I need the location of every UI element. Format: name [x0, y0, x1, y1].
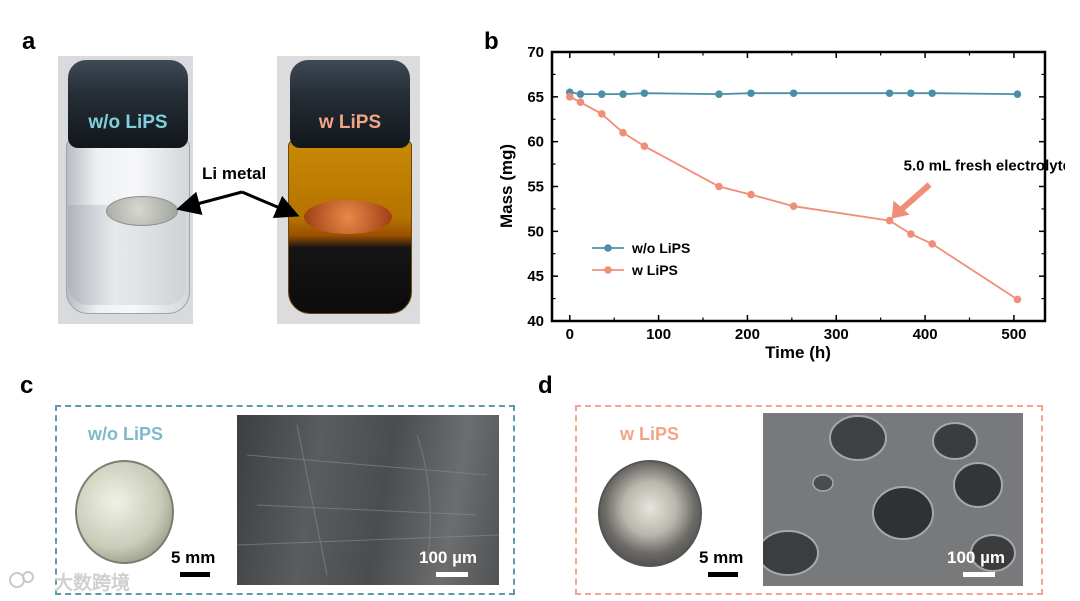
optical-scalebar-c	[180, 572, 210, 577]
watermark-text: 大数跨境	[54, 573, 131, 594]
legend-label-1: w LiPS	[631, 262, 678, 278]
panel-d-label: w LiPS	[620, 424, 680, 444]
y-tick-label: 55	[527, 179, 544, 196]
data-point-1-5	[715, 182, 723, 191]
x-tick-label: 400	[913, 326, 938, 343]
watermark-icon	[9, 571, 34, 588]
legend-marker-0	[604, 244, 612, 252]
data-point-0-6	[747, 89, 755, 98]
y-tick-label: 70	[527, 44, 544, 61]
data-point-0-3	[619, 90, 627, 98]
panel-c-label: w/o LiPS	[88, 424, 164, 444]
y-tick-label: 60	[527, 134, 544, 151]
panel-d-letter: d	[538, 372, 553, 399]
data-point-0-4	[640, 89, 649, 98]
panel-c-box	[55, 405, 515, 595]
panel-c-letter: c	[20, 372, 34, 399]
optical-scale-text-d: 5 mm	[699, 548, 744, 567]
sem-scale-text-d: 100 µm	[947, 548, 1005, 567]
vial-left-label: w/o LiPS	[88, 112, 168, 133]
panel-a-letter: a	[22, 28, 36, 55]
data-point-0-9	[907, 89, 915, 98]
optical-disc-w-lips	[598, 460, 702, 567]
sem-image-wo-lips	[237, 415, 499, 585]
li-disc-left	[106, 196, 178, 226]
vial-left-cap: w/o LiPS	[68, 60, 188, 148]
data-point-1-3	[619, 128, 627, 137]
x-tick-label: 100	[646, 326, 671, 343]
panel-b-letter: b	[484, 28, 499, 55]
data-point-1-8	[885, 216, 894, 225]
vial-right-cap: w LiPS	[290, 60, 410, 148]
optical-disc-wo-lips	[75, 460, 174, 564]
legend-marker-1	[604, 266, 612, 274]
x-tick-label: 0	[566, 326, 574, 343]
y-tick-label: 45	[527, 268, 544, 285]
sem-scale-text-c: 100 µm	[419, 548, 477, 567]
y-tick-label: 50	[527, 223, 544, 240]
data-point-0-8	[885, 89, 894, 98]
data-point-1-10	[928, 240, 936, 248]
data-point-1-4	[640, 142, 649, 150]
mass-chart: 0 100 200 300 400 500 40 45 50 55 60 65 70 w/o LiPS w…	[497, 44, 1065, 362]
li-disc-right	[304, 200, 392, 234]
annotation-text: 5.0 mL fresh electrolyte addition	[904, 158, 1065, 175]
li-metal-arrows	[176, 190, 300, 219]
x-tick-label: 500	[1001, 326, 1026, 343]
data-point-0-11	[1013, 90, 1022, 98]
x-tick-label: 200	[735, 326, 760, 343]
data-point-1-7	[789, 202, 798, 211]
sem-texture-d	[763, 413, 1023, 586]
data-point-1-1	[576, 98, 585, 107]
data-point-1-2	[597, 110, 606, 118]
data-point-0-2	[597, 90, 606, 98]
annotation-arrow-head	[891, 200, 910, 219]
y-tick-label: 40	[527, 313, 544, 330]
sem-scalebar-c	[436, 572, 468, 577]
optical-scalebar-d	[708, 572, 738, 577]
x-axis-label: Time (h)	[765, 343, 831, 362]
optical-scale-text-c: 5 mm	[171, 548, 216, 567]
data-point-1-11	[1013, 295, 1022, 304]
li-metal-label: Li metal	[202, 164, 267, 183]
panel-d-box	[575, 405, 1043, 595]
vial-right-label: w LiPS	[318, 112, 382, 133]
series-line-1	[569, 95, 1018, 301]
data-point-1-0	[565, 93, 574, 101]
data-point-0-7	[789, 89, 798, 98]
data-point-0-1	[576, 90, 585, 98]
data-point-0-10	[928, 89, 936, 98]
watermark-logo	[8, 568, 38, 590]
legend-label-0: w/o LiPS	[631, 240, 690, 256]
sem-texture-c	[237, 424, 499, 576]
sem-scalebar-d	[963, 572, 995, 577]
y-axis-label: Mass (mg)	[497, 144, 516, 228]
data-point-1-6	[747, 190, 755, 199]
x-tick-label: 300	[824, 326, 849, 343]
data-point-0-5	[715, 90, 723, 98]
y-tick-label: 65	[527, 89, 544, 106]
data-point-1-9	[907, 230, 915, 238]
sem-image-w-lips	[763, 413, 1023, 586]
